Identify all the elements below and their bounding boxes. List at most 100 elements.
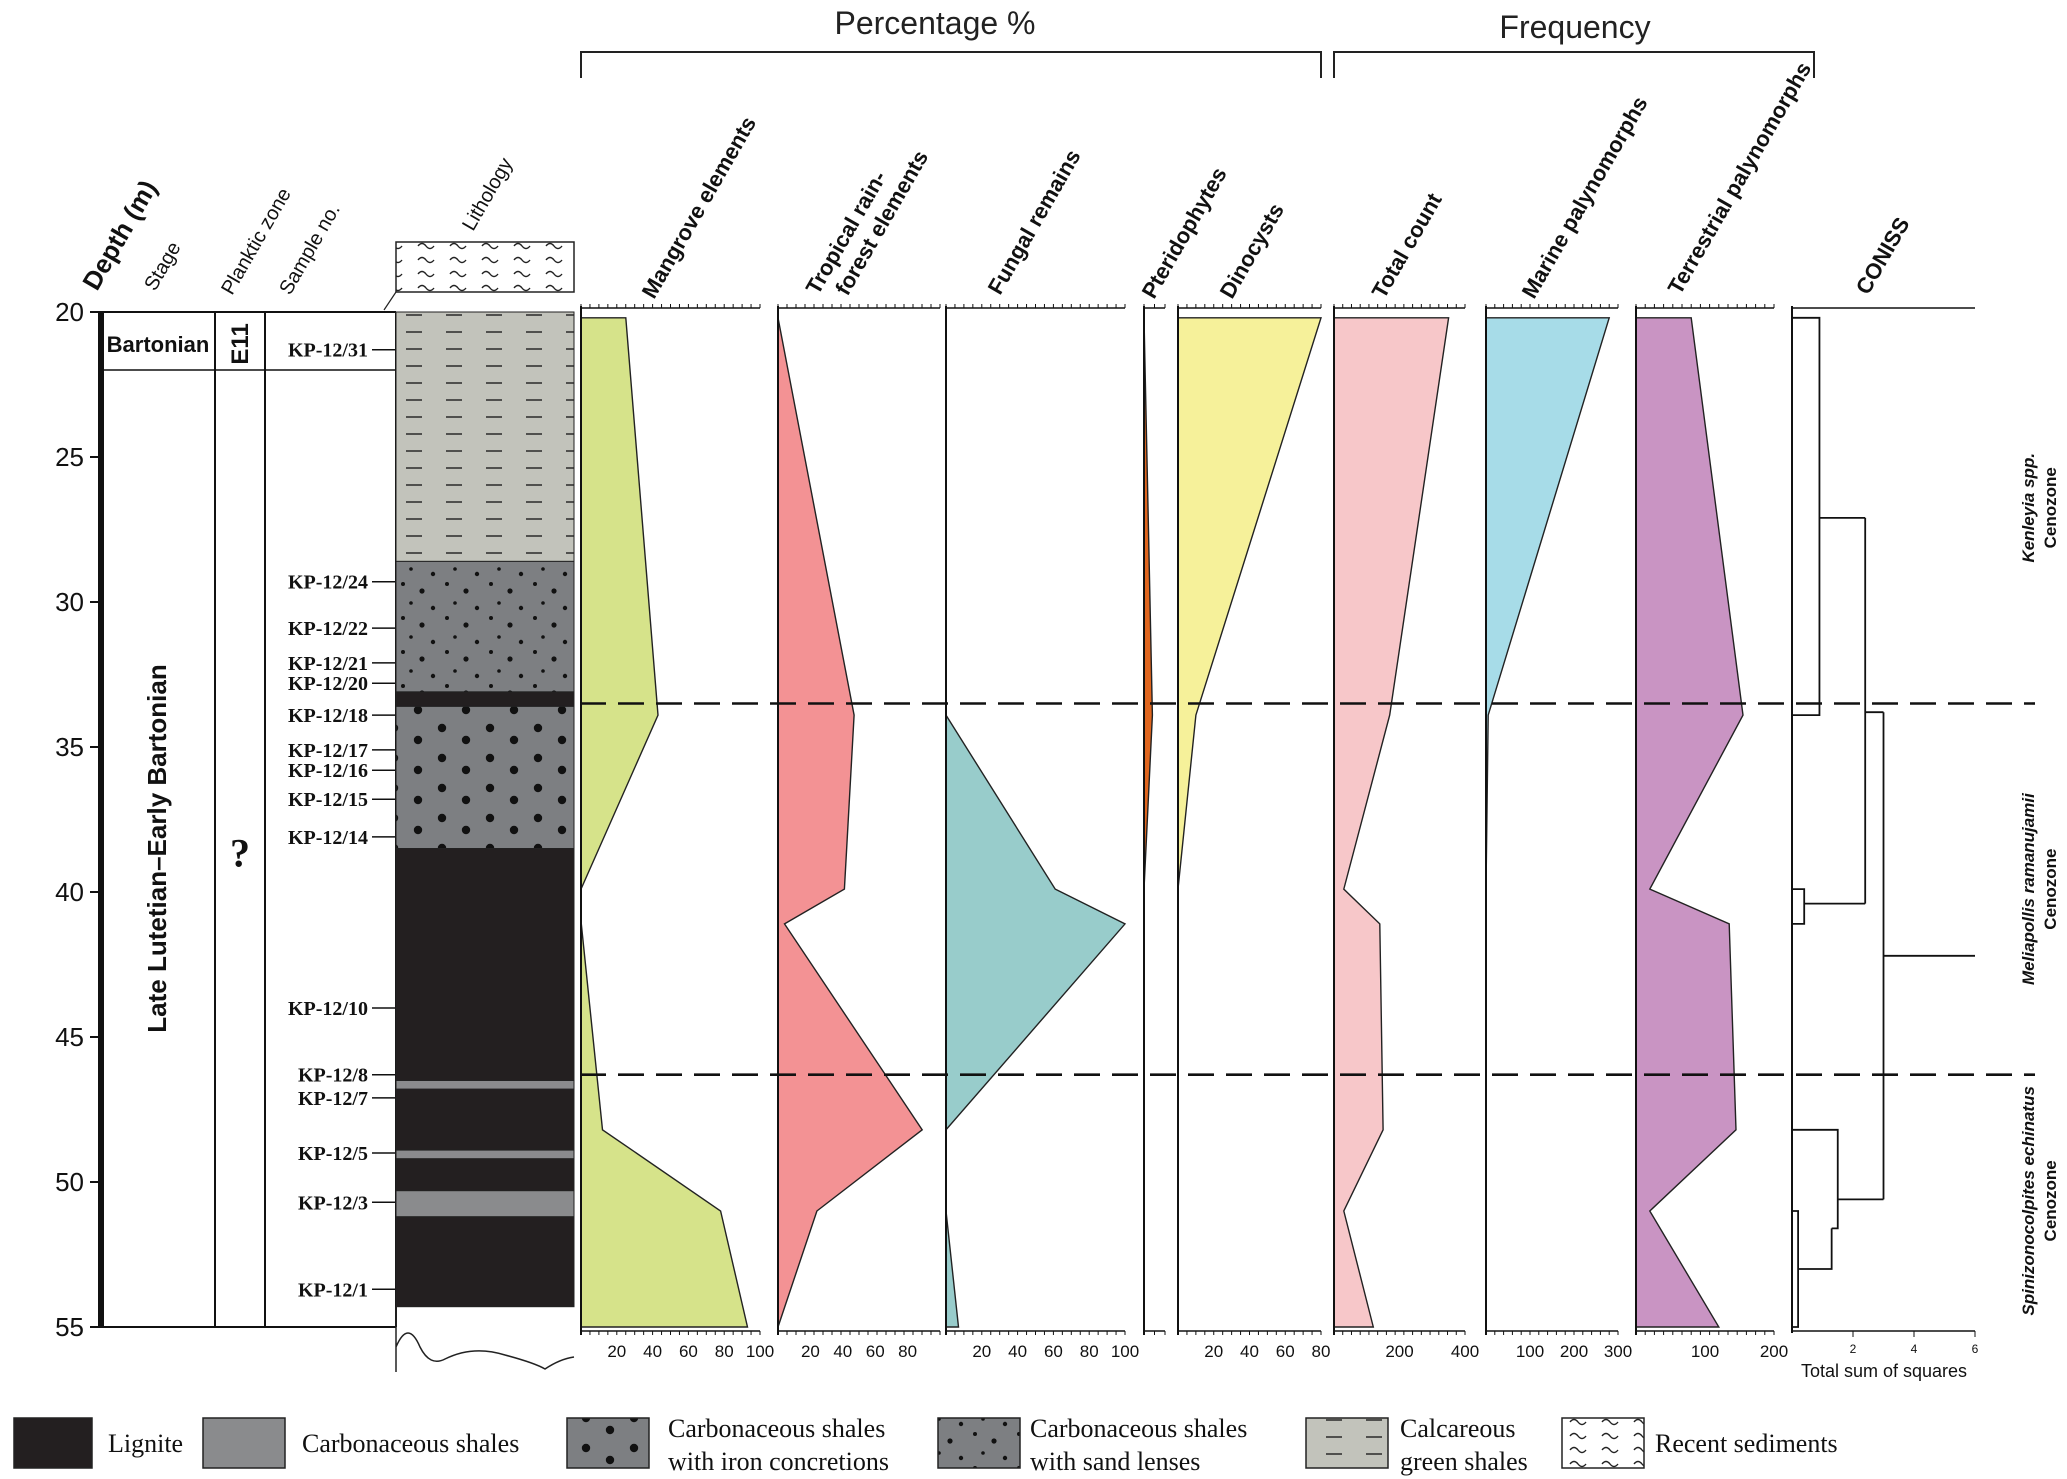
- sample-label: KP-12/15: [288, 789, 368, 811]
- series-area-pterido: [1143, 317, 1154, 890]
- panel-dinocysts: 20 40 60 80 Dinocysts: [1177, 199, 1330, 1361]
- sample-label: KP-12/14: [288, 827, 368, 849]
- lithology-unit-lignite: [395, 848, 575, 1081]
- coniss-tick-label: 6: [1972, 1342, 1979, 1356]
- lithology-unit-carbonaceous: [395, 1190, 575, 1218]
- depth-tick-label: 40: [55, 877, 84, 907]
- panel-title-line: Marine palynomorphs: [1517, 92, 1653, 302]
- sample-label: KP-12/16: [288, 760, 368, 782]
- zone-suffix: Cenozone: [2041, 1160, 2060, 1241]
- panel-title-line: Pteridophytes: [1137, 163, 1232, 303]
- panel-tick-label: 60: [1276, 1342, 1295, 1361]
- panel-tick-label: 200: [1760, 1342, 1788, 1361]
- sample-label: KP-12/24: [288, 572, 368, 594]
- zone-labels: Kenleyia spp. Cenozone Meliapollis ramanuj…: [2019, 453, 2060, 1316]
- series-area-dinocysts: [1177, 317, 1322, 890]
- panel-fungal: 20 40 60 80 100 Fungal remains: [945, 145, 1139, 1361]
- coniss-branch: [1792, 888, 1806, 925]
- series-area-fungal: [945, 712, 1127, 1328]
- depth-tick-label: 25: [55, 442, 84, 472]
- recent-sediments-box: [395, 241, 575, 293]
- panel-tick-label: 100: [1691, 1342, 1719, 1361]
- legend-label: Calcareous: [1400, 1414, 1516, 1443]
- zone-suffix: Cenozone: [2041, 848, 2060, 929]
- panel-title-tropical: Tropical rain-forest elements: [801, 133, 933, 311]
- legend-label: Recent sediments: [1655, 1429, 1838, 1458]
- zone-label: Kenleyia spp. Cenozone: [2019, 453, 2060, 563]
- panel-tick-label: 100: [746, 1342, 774, 1361]
- panel-tick-label: 100: [1111, 1342, 1139, 1361]
- panel-marine: 100 200 300 Marine palynomorphs: [1485, 92, 1653, 1361]
- panel-title-total: Total count: [1367, 188, 1447, 302]
- sample-label: KP-12/21: [288, 653, 368, 675]
- panel-tick-label: 60: [679, 1342, 698, 1361]
- sample-header: Sample no.: [275, 200, 345, 299]
- panel-tick-label: 400: [1451, 1342, 1479, 1361]
- legend-label-line2: with sand lenses: [1030, 1447, 1200, 1476]
- sample-label: KP-12/31: [288, 340, 368, 362]
- coniss-branch: [1792, 316, 1821, 716]
- legend-swatch-sand: [937, 1417, 1021, 1469]
- panel-title-dinocysts: Dinocysts: [1215, 199, 1289, 303]
- series-area-tropical: [777, 317, 924, 1328]
- panel-tick-label: 80: [1080, 1342, 1099, 1361]
- series-area-terrestrial: [1635, 317, 1744, 1328]
- depth-tick-label: 55: [55, 1312, 84, 1342]
- basal-contact: [395, 1306, 575, 1372]
- legend-swatch-iron: [566, 1417, 650, 1469]
- lithology-unit-lignite: [395, 1158, 575, 1192]
- legend-label: Lignite: [108, 1429, 183, 1458]
- depth-tick-label: 30: [55, 587, 84, 617]
- panel-tick-label: 40: [1008, 1342, 1027, 1361]
- panel-tick-label: 100: [1516, 1342, 1544, 1361]
- panel-title-pterido: Pteridophytes: [1137, 163, 1232, 303]
- panel-title-line: Mangrove elements: [637, 112, 761, 302]
- panel-tick-label: 20: [607, 1342, 626, 1361]
- coniss-branch: [1792, 1128, 1839, 1230]
- legend-swatch-carbonaceous: [202, 1417, 286, 1469]
- zone-label: Meliapollis ramanujamii Cenozone: [2019, 792, 2060, 985]
- percentage-group-label: Percentage %: [834, 5, 1035, 41]
- frequency-bracket: [1333, 51, 1815, 78]
- panel-tick-label: 40: [833, 1342, 852, 1361]
- panel-tick-label: 60: [866, 1342, 885, 1361]
- panel-tick-label: 20: [1204, 1342, 1223, 1361]
- stage-header: Stage: [140, 238, 185, 294]
- series-area-total: [1333, 317, 1450, 1328]
- stage-bartonian-label: Bartonian: [107, 332, 210, 357]
- sample-label: KP-12/22: [288, 618, 368, 640]
- zone-name: Spinizonocolpites echinatus: [2019, 1086, 2038, 1316]
- legend-swatch-recent: [1561, 1417, 1645, 1469]
- zone-name: Meliapollis ramanujamii: [2019, 792, 2038, 985]
- sample-label: KP-12/3: [298, 1192, 368, 1214]
- coniss-branch: [1798, 1228, 1833, 1270]
- zone-label: Spinizonocolpites echinatus Cenozone: [2019, 1086, 2060, 1316]
- coniss-xlabel: Total sum of squares: [1801, 1361, 1967, 1381]
- sample-label: KP-12/18: [288, 705, 368, 727]
- panel-tick-label: 60: [1044, 1342, 1063, 1361]
- panel-title-marine: Marine palynomorphs: [1517, 92, 1653, 302]
- coniss-tick-label: 4: [1911, 1342, 1918, 1356]
- stage-lutetian-label: Late Lutetian–Early Bartonian: [142, 664, 172, 1032]
- lithology-unit-calcareous: [395, 311, 575, 562]
- panel-tick-label: 80: [898, 1342, 917, 1361]
- legend-label: Carbonaceous shales: [668, 1414, 885, 1443]
- panel-tick-label: 300: [1604, 1342, 1632, 1361]
- panel-tick-label: 200: [1385, 1342, 1413, 1361]
- sample-label: KP-12/17: [288, 740, 368, 762]
- depth-tick-label: 35: [55, 732, 84, 762]
- panel-terrestrial: 100 200 Terrestrial palynomorphs: [1635, 58, 1816, 1361]
- lithology-legend: Lignite Carbonaceous shales Carbonaceous s…: [13, 1414, 1838, 1476]
- legend-label-line2: green shales: [1400, 1447, 1528, 1476]
- lithology-unit-carbonaceous: [395, 1080, 575, 1090]
- panel-total: 200 400 Total count: [1333, 188, 1479, 1361]
- panel-tick-label: 20: [801, 1342, 820, 1361]
- series-area-marine: [1485, 317, 1611, 890]
- frequency-group-label: Frequency: [1499, 9, 1650, 45]
- panel-tick-label: 200: [1560, 1342, 1588, 1361]
- sample-label: KP-12/10: [288, 998, 368, 1020]
- depth-tick-label: 45: [55, 1022, 84, 1052]
- lithology-header: Lithology: [458, 154, 517, 234]
- depth-axis: 20 25 30 35 40 45 50 55: [55, 297, 104, 1342]
- panel-title-line: Dinocysts: [1215, 199, 1289, 303]
